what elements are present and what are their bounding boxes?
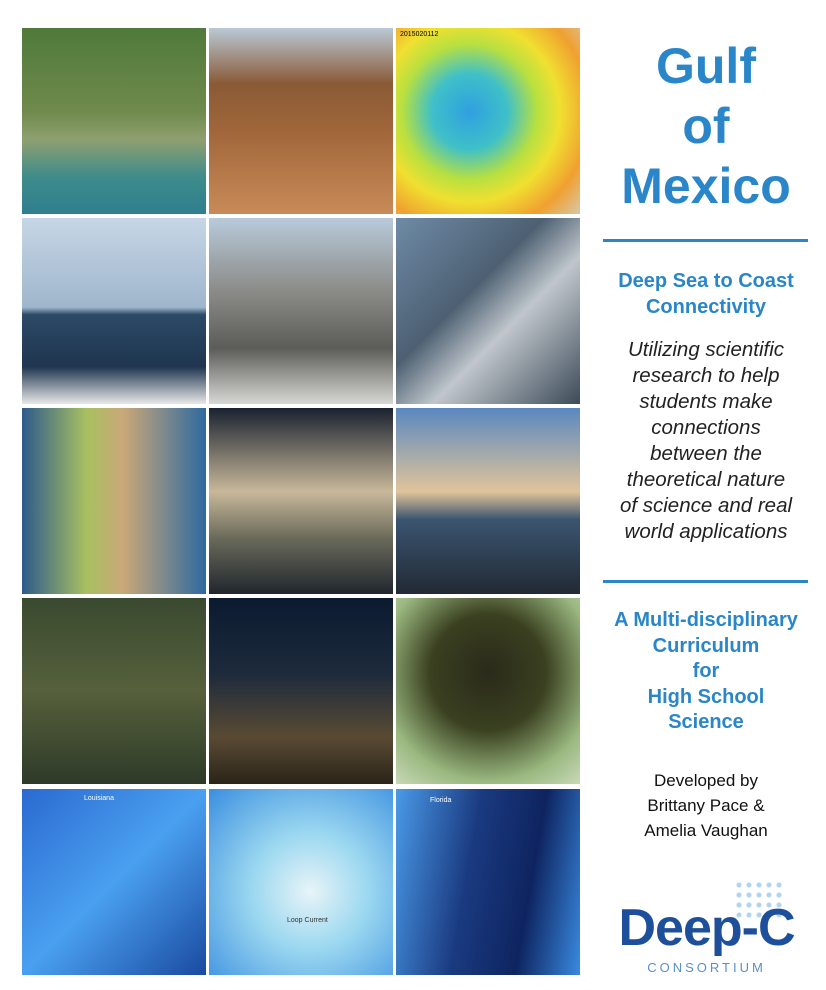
text-line: for xyxy=(692,660,720,682)
photo xyxy=(396,598,580,784)
text-line: Curriculum xyxy=(652,634,760,657)
image-label: 2015020112 xyxy=(400,31,439,38)
text-line: Brittany Pace & xyxy=(647,796,765,815)
logo: Deep-C CONSORTIUM xyxy=(604,880,809,980)
photo xyxy=(396,218,580,404)
photo: 2015020112 xyxy=(396,28,580,214)
text-line: connections xyxy=(651,416,761,439)
text-line: A Multi-disciplinary xyxy=(614,609,798,631)
text-line: Gulf xyxy=(656,38,756,94)
photo xyxy=(22,408,206,594)
text-line: Utilizing scientific xyxy=(627,338,785,361)
logo-dots xyxy=(734,880,784,920)
text-line: Developed by xyxy=(654,771,758,790)
image-label: Louisiana xyxy=(84,795,114,802)
text-line: between the xyxy=(650,442,762,465)
text-line: Mexico xyxy=(621,158,791,214)
text-line: of science and real xyxy=(619,494,793,517)
description: Utilizing scientific research to help stud… xyxy=(596,337,816,545)
photo xyxy=(209,598,393,784)
photo xyxy=(209,28,393,214)
photo: Florida xyxy=(396,789,580,975)
text-line: Science xyxy=(668,711,744,733)
text-line: world applications xyxy=(624,520,788,543)
photo: Loop Current xyxy=(209,789,393,975)
photo: Louisiana xyxy=(22,789,206,975)
curriculum: A Multi-disciplinary Curriculum for High Sc… xyxy=(596,608,816,736)
image-label: Loop Current xyxy=(287,917,328,924)
photo xyxy=(22,598,206,784)
photo xyxy=(396,408,580,594)
text-line: theoretical nature xyxy=(626,468,786,491)
text-line: of xyxy=(682,98,730,154)
text-line: High School xyxy=(647,685,765,708)
logo-tagline: CONSORTIUM xyxy=(647,960,766,975)
text-line: Amelia Vaughan xyxy=(644,821,768,840)
photo xyxy=(209,218,393,404)
logo-name: Deep-C xyxy=(618,899,795,957)
text-line: Deep Sea to Coast xyxy=(618,270,794,292)
photo xyxy=(22,218,206,404)
divider xyxy=(603,580,808,583)
image-label: Florida xyxy=(430,797,452,804)
divider xyxy=(603,239,808,242)
photo xyxy=(22,28,206,214)
text-line: research to help xyxy=(632,364,780,387)
photo xyxy=(209,408,393,594)
subtitle: Deep Sea to Coast Connectivity xyxy=(596,268,816,320)
credits: Developed by Brittany Pace & Amelia Vaugha… xyxy=(596,768,816,843)
text-line: Connectivity xyxy=(645,296,767,318)
title: Gulf of Mexico xyxy=(600,36,812,216)
text-line: students make xyxy=(639,390,773,413)
